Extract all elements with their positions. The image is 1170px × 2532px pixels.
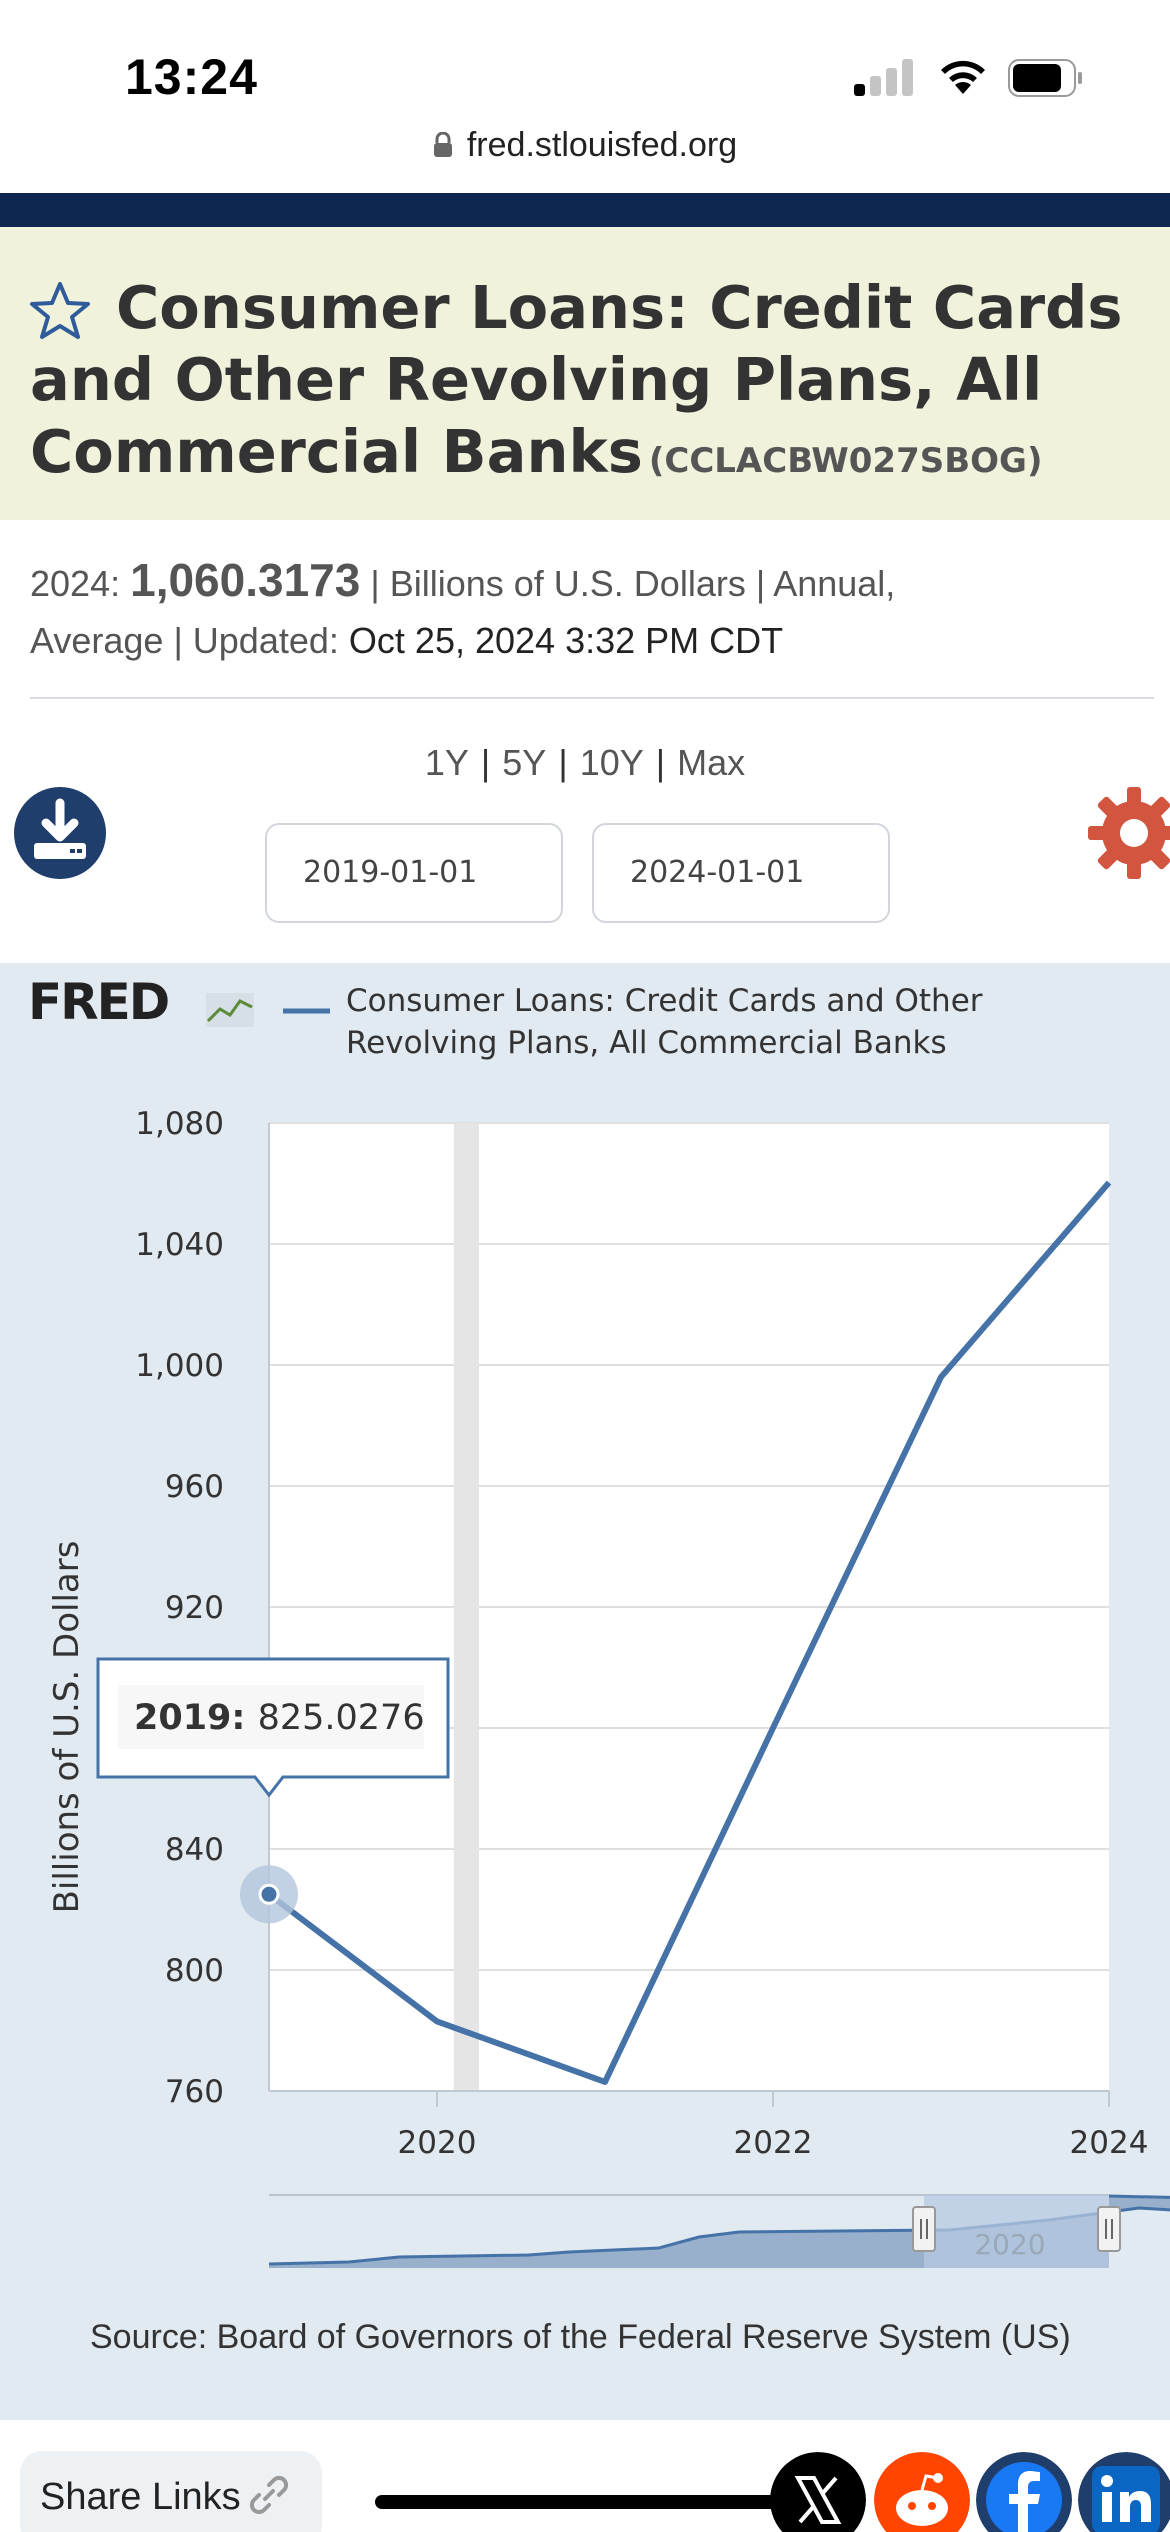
navigator-selection	[924, 2195, 1109, 2268]
range-separator: |	[558, 742, 568, 783]
y-tick-label: 760	[165, 2074, 224, 2110]
series-title: Consumer Loans: Credit Cards and Other R…	[30, 272, 1140, 497]
source-text: Source: Board of Governors of the Federa…	[90, 2318, 1071, 2356]
tooltip-year: 2019:	[134, 1698, 258, 1738]
tooltip-text: 2019: 825.0276	[134, 1698, 425, 1738]
navigator-label: 2020	[974, 2228, 1045, 2261]
range-links: 1Y | 5Y | 10Y | Max	[0, 742, 1170, 784]
title-panel	[0, 227, 1170, 520]
latest-value: 1,060.3173	[130, 554, 361, 606]
share-links-label: Share Links	[40, 2476, 241, 2518]
linkedin-icon[interactable]	[1078, 2452, 1170, 2532]
series-title-text: Consumer Loans: Credit Cards and Other R…	[30, 273, 1123, 486]
navigator-handle[interactable]	[912, 2206, 936, 2252]
tooltip-inner	[118, 1685, 424, 1749]
reddit-icon[interactable]	[874, 2452, 970, 2532]
end-date-input[interactable]: 2024-01-01	[592, 823, 890, 923]
range-max[interactable]: Max	[677, 742, 746, 783]
divider	[30, 697, 1154, 699]
download-button[interactable]	[14, 787, 106, 879]
wifi-icon	[941, 60, 985, 94]
range-1y[interactable]: 1Y	[424, 742, 469, 783]
series-line	[267, 1180, 1112, 2085]
home-indicator	[375, 2495, 795, 2509]
navigator-line	[268, 2194, 1170, 2266]
address-bar[interactable]: fred.stlouisfed.org	[0, 126, 1170, 165]
status-bar: 13:24	[0, 0, 1170, 130]
series-id: (CCLACBW027SBOG)	[648, 441, 1043, 481]
gear-icon[interactable]	[1086, 785, 1170, 881]
lock-icon	[433, 132, 452, 157]
latest-year: 2024:	[30, 563, 121, 604]
star-icon[interactable]	[28, 280, 92, 342]
line-chart[interactable]: FRED Consumer Loans: Credit Cards and Oth…	[0, 963, 1170, 2420]
download-icon	[34, 798, 86, 859]
url-text: fred.stlouisfed.org	[466, 126, 738, 164]
fred-logo: FRED	[28, 973, 168, 1031]
y-tick-label: 800	[165, 1953, 224, 1989]
facebook-icon[interactable]	[976, 2452, 1072, 2532]
legend-label: Consumer Loans: Credit Cards and Other	[346, 983, 983, 1019]
updated-date: Oct 25, 2024 3:32 PM CDT	[348, 620, 784, 661]
cellular-signal-icon	[854, 58, 914, 96]
range-5y[interactable]: 5Y	[502, 742, 547, 783]
x-twitter-icon[interactable]	[770, 2452, 866, 2532]
frequency-text: Average | Updated:	[30, 620, 339, 661]
share-links-button[interactable]: Share Links	[20, 2451, 322, 2532]
y-axis-title: Billions of U.S. Dollars	[47, 1541, 87, 1914]
hover-point	[258, 1883, 280, 1905]
start-date-input[interactable]: 2019-01-01	[265, 823, 563, 923]
legend-label: Revolving Plans, All Commercial Banks	[346, 1025, 947, 1061]
header-band	[0, 193, 1170, 227]
chart-area: FRED Consumer Loans: Credit Cards and Oth…	[0, 963, 1170, 2420]
recession-band	[453, 1123, 479, 2091]
y-tick-label: 1,040	[135, 1227, 224, 1263]
tooltip: 2019: 825.0276	[96, 1657, 450, 1798]
x-tick-label: 2022	[734, 2125, 813, 2161]
y-tick-label: 840	[165, 1832, 224, 1868]
battery-icon	[1008, 59, 1082, 97]
y-tick-label: 960	[165, 1469, 224, 1505]
tooltip-value: 825.0276	[258, 1698, 425, 1738]
status-time: 13:24	[125, 49, 258, 105]
y-tick-label: 1,000	[135, 1348, 224, 1384]
range-10y[interactable]: 10Y	[579, 742, 644, 783]
link-icon	[249, 2475, 288, 2515]
navigator-handle[interactable]	[1097, 2206, 1121, 2252]
y-tick-label: 1,080	[135, 1106, 224, 1142]
range-separator: |	[655, 742, 666, 783]
series-meta: 2024: 1,060.3173 | Billions of U.S. Doll…	[30, 552, 1140, 669]
x-tick-label: 2020	[398, 2125, 477, 2161]
units-text: | Billions of U.S. Dollars | Annual,	[370, 563, 896, 604]
y-tick-label: 920	[165, 1590, 224, 1626]
x-tick-label: 2024	[1070, 2125, 1149, 2161]
fred-logo-chart-icon	[206, 993, 254, 1027]
range-separator: |	[480, 742, 491, 783]
